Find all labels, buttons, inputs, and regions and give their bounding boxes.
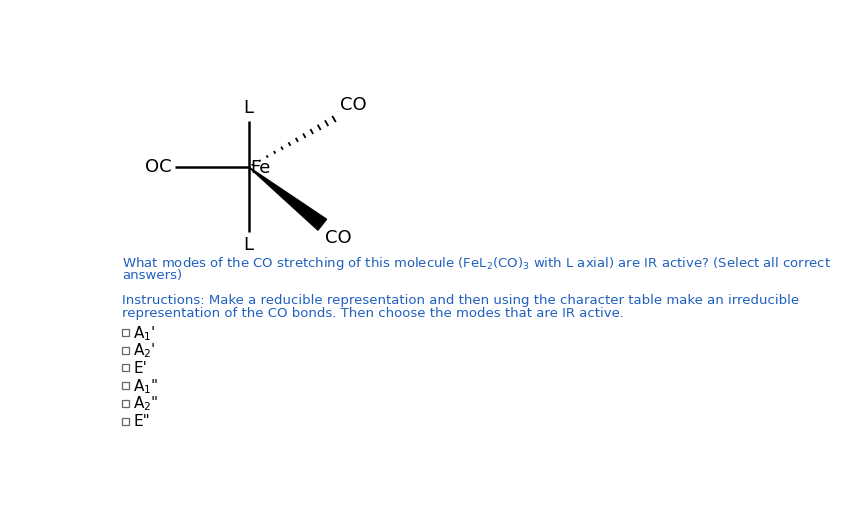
Bar: [122, 329, 130, 336]
Polygon shape: [248, 167, 327, 230]
Text: A$_1$": A$_1$": [133, 377, 158, 396]
Text: A$_2$': A$_2$': [133, 342, 156, 360]
Text: OC: OC: [145, 158, 171, 176]
Text: Instructions: Make a reducible representation and then using the character table: Instructions: Make a reducible represent…: [122, 294, 799, 307]
Bar: [122, 346, 130, 354]
Text: CO: CO: [340, 96, 367, 114]
Bar: [122, 364, 130, 371]
Text: L: L: [243, 99, 253, 117]
Bar: [122, 400, 130, 407]
Text: CO: CO: [324, 228, 351, 247]
Bar: [122, 417, 130, 425]
Text: A$_1$': A$_1$': [133, 324, 156, 343]
Text: L: L: [243, 236, 253, 254]
Text: What modes of the CO stretching of this molecule (FeL$_2$(CO)$_3$ with L axial) : What modes of the CO stretching of this …: [122, 256, 832, 272]
Text: answers): answers): [122, 269, 183, 281]
Text: E": E": [133, 414, 150, 429]
Text: Fe: Fe: [250, 159, 270, 177]
Text: A$_2$": A$_2$": [133, 395, 158, 414]
Text: representation of the CO bonds. Then choose the modes that are IR active.: representation of the CO bonds. Then cho…: [122, 307, 624, 320]
Bar: [122, 382, 130, 389]
Text: E': E': [133, 361, 147, 376]
